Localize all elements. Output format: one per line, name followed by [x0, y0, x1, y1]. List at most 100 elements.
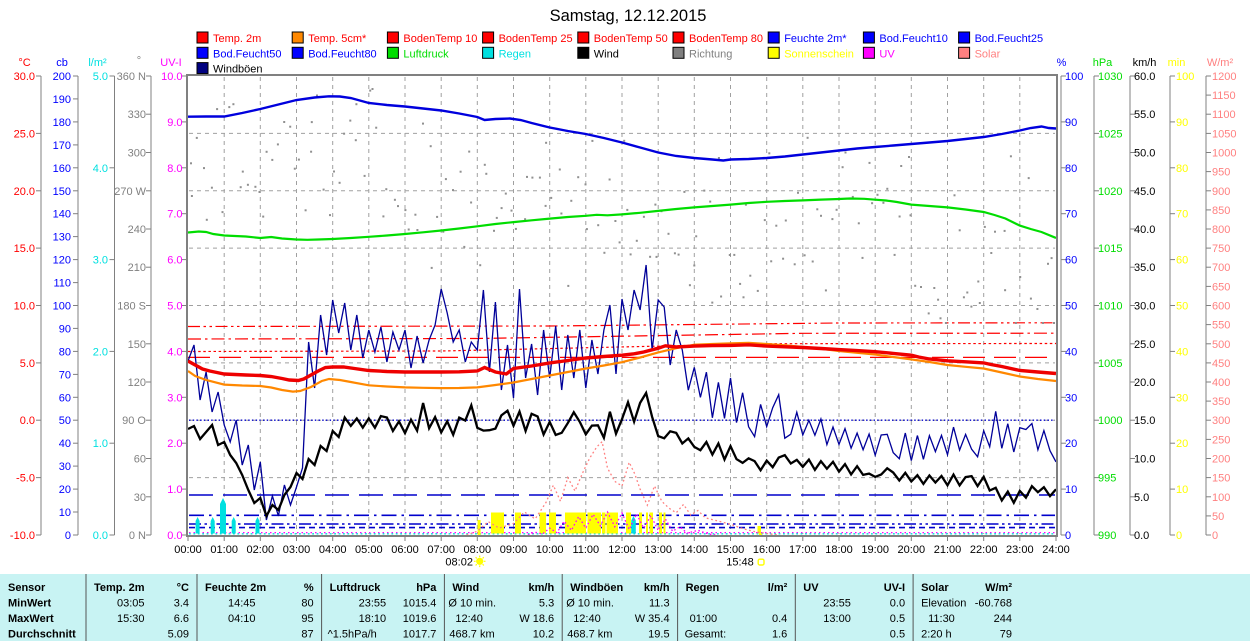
svg-text:750: 750: [1212, 243, 1230, 255]
svg-text:14:00: 14:00: [681, 544, 709, 556]
svg-text:80: 80: [1065, 163, 1077, 175]
svg-text:km/h: km/h: [1133, 57, 1157, 69]
svg-text:BodenTemp 50: BodenTemp 50: [594, 33, 668, 45]
svg-text:2:20 h: 2:20 h: [921, 629, 952, 641]
svg-text:90 O: 90 O: [122, 415, 146, 427]
svg-text:°: °: [137, 55, 141, 67]
svg-text:468.7 km: 468.7 km: [567, 629, 612, 641]
svg-text:0: 0: [1065, 530, 1071, 542]
svg-text:60: 60: [1176, 255, 1188, 267]
svg-text:120: 120: [128, 377, 146, 389]
svg-text:06:00: 06:00: [391, 544, 419, 556]
svg-text:l/m²: l/m²: [88, 57, 107, 69]
svg-text:87: 87: [301, 629, 313, 641]
svg-text:50: 50: [59, 415, 71, 427]
svg-text:20: 20: [1065, 438, 1077, 450]
svg-text:100: 100: [1065, 71, 1083, 83]
svg-text:50: 50: [1065, 301, 1077, 313]
svg-text:850: 850: [1212, 205, 1230, 217]
svg-text:15.0: 15.0: [1134, 415, 1155, 427]
svg-text:W/m²: W/m²: [1207, 57, 1234, 69]
svg-text:Elevation: Elevation: [921, 598, 966, 610]
svg-text:990: 990: [1098, 530, 1116, 542]
svg-text:150: 150: [53, 186, 71, 198]
svg-text:03:00: 03:00: [283, 544, 311, 556]
svg-text:350: 350: [1212, 396, 1230, 408]
svg-text:11.3: 11.3: [649, 598, 670, 610]
svg-text:10.0: 10.0: [1134, 454, 1155, 466]
svg-text:cb: cb: [56, 57, 68, 69]
svg-text:50: 50: [1176, 301, 1188, 313]
svg-text:1200: 1200: [1212, 71, 1236, 83]
svg-text:995: 995: [1098, 473, 1116, 485]
svg-text:200: 200: [1212, 454, 1230, 466]
svg-text:200: 200: [53, 71, 71, 83]
svg-text:40: 40: [1065, 346, 1077, 358]
svg-text:0.0: 0.0: [167, 530, 182, 542]
svg-text:60: 60: [1065, 255, 1077, 267]
svg-text:30.0: 30.0: [14, 71, 35, 83]
svg-text:30: 30: [134, 492, 146, 504]
svg-text:360 N: 360 N: [117, 71, 146, 83]
svg-text:BodenTemp 10: BodenTemp 10: [403, 33, 477, 45]
svg-text:hPa: hPa: [1093, 57, 1113, 69]
svg-text:0.0: 0.0: [890, 598, 905, 610]
svg-text:100: 100: [53, 301, 71, 313]
svg-text:Regen: Regen: [499, 48, 531, 60]
svg-text:1020: 1020: [1098, 186, 1122, 198]
svg-text:950: 950: [1212, 167, 1230, 179]
svg-text:MinWert: MinWert: [8, 598, 52, 610]
svg-text:150: 150: [1212, 473, 1230, 485]
svg-text:01:00: 01:00: [690, 613, 718, 625]
svg-text:Bod.Feucht10: Bod.Feucht10: [879, 33, 948, 45]
svg-text:0: 0: [65, 530, 71, 542]
svg-text:1150: 1150: [1212, 90, 1236, 102]
svg-text:30: 30: [1176, 392, 1188, 404]
svg-text:190: 190: [53, 94, 71, 106]
svg-text:40: 40: [59, 438, 71, 450]
svg-text:35.0: 35.0: [1134, 262, 1155, 274]
svg-text:100: 100: [1176, 71, 1194, 83]
svg-text:6.0: 6.0: [167, 255, 182, 267]
svg-text:15.0: 15.0: [14, 243, 35, 255]
svg-text:1010: 1010: [1098, 301, 1122, 313]
svg-text:12:40: 12:40: [573, 613, 601, 625]
svg-text:min: min: [1168, 57, 1186, 69]
svg-text:W 18.6: W 18.6: [519, 613, 554, 625]
svg-text:Ø 10 min.: Ø 10 min.: [448, 598, 496, 610]
svg-text:90: 90: [59, 323, 71, 335]
svg-text:12:00: 12:00: [608, 544, 636, 556]
svg-text:19:00: 19:00: [861, 544, 889, 556]
svg-text:300: 300: [128, 148, 146, 160]
svg-text:3.0: 3.0: [93, 255, 108, 267]
svg-text:330: 330: [128, 109, 146, 121]
svg-text:170: 170: [53, 140, 71, 152]
svg-text:20: 20: [59, 484, 71, 496]
svg-text:244: 244: [994, 613, 1012, 625]
svg-text:18:10: 18:10: [359, 613, 387, 625]
svg-text:270 W: 270 W: [114, 186, 146, 198]
svg-text:2.0: 2.0: [167, 438, 182, 450]
svg-text:13:00: 13:00: [644, 544, 672, 556]
svg-text:180 S: 180 S: [117, 301, 146, 313]
svg-text:15:48: 15:48: [726, 557, 754, 569]
svg-text:1017.7: 1017.7: [403, 629, 437, 641]
svg-text:Solar: Solar: [921, 582, 949, 594]
svg-text:0 N: 0 N: [129, 530, 146, 542]
svg-text:1019.6: 1019.6: [403, 613, 437, 625]
svg-text:21:00: 21:00: [934, 544, 962, 556]
svg-text:°C: °C: [177, 582, 189, 594]
svg-text:10.0: 10.0: [14, 301, 35, 313]
svg-text:50: 50: [1212, 511, 1224, 523]
svg-text:550: 550: [1212, 320, 1230, 332]
svg-text:08:02: 08:02: [445, 557, 473, 569]
svg-text:5.09: 5.09: [168, 629, 189, 641]
svg-text:80: 80: [301, 598, 313, 610]
svg-text:17:00: 17:00: [789, 544, 817, 556]
svg-text:10: 10: [1176, 484, 1188, 496]
svg-text:01:00: 01:00: [210, 544, 238, 556]
svg-text:Bod.Feucht80: Bod.Feucht80: [308, 48, 377, 60]
svg-text:11:00: 11:00: [572, 544, 599, 556]
svg-text:600: 600: [1212, 301, 1230, 313]
svg-text:22:00: 22:00: [970, 544, 998, 556]
